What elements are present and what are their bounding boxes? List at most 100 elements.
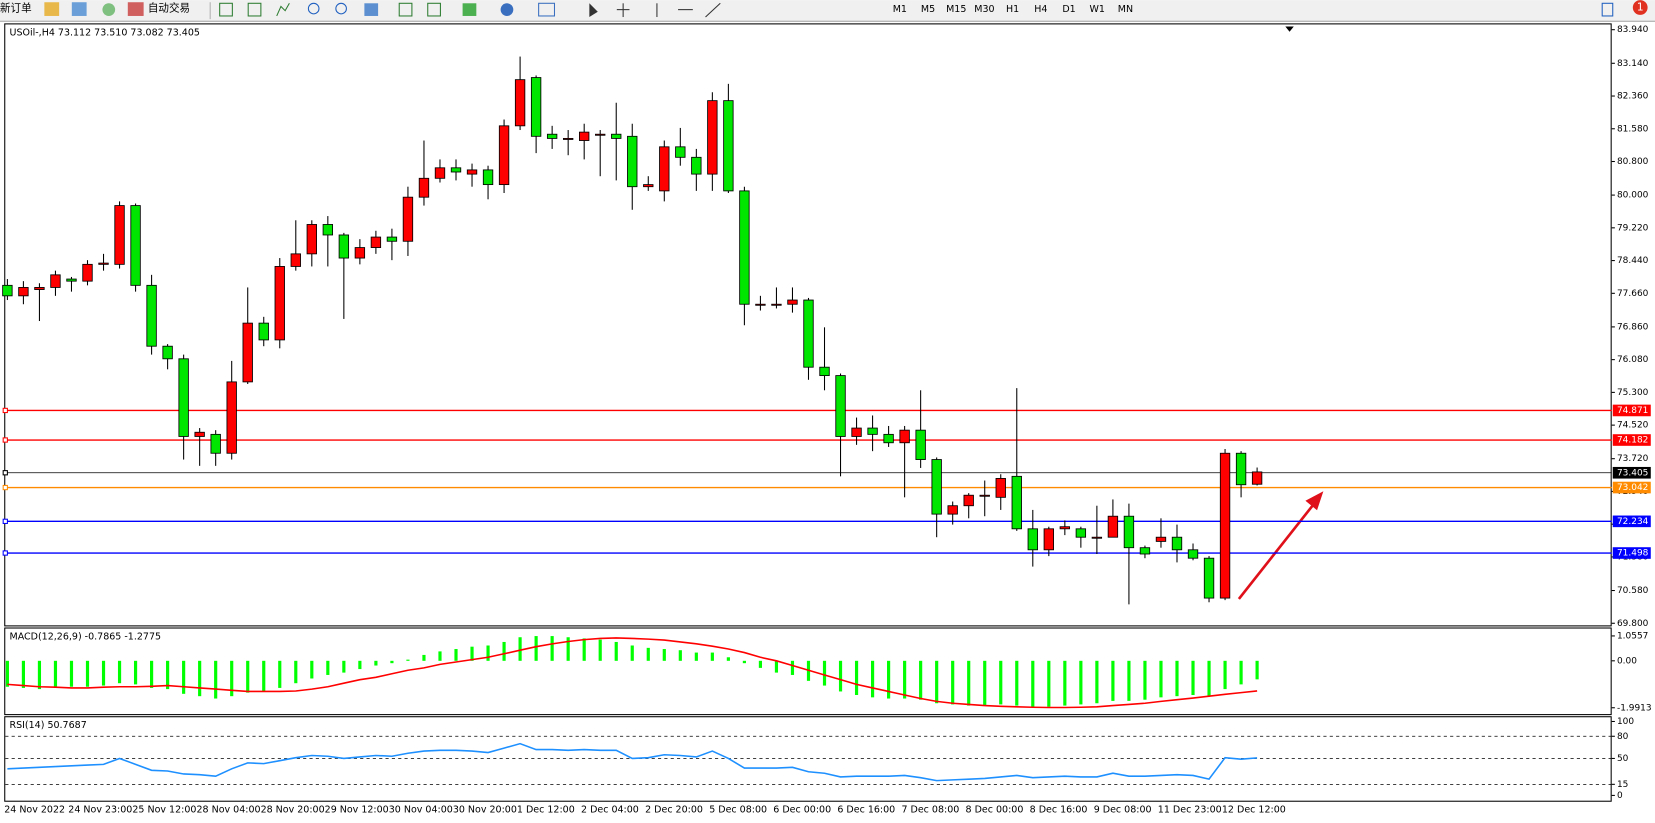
macd-bar [983, 660, 987, 706]
level-label-bg [1612, 481, 1651, 494]
candle-body [498, 125, 510, 186]
candle-body [2, 284, 13, 297]
timeframe-button[interactable]: M1 [893, 4, 907, 15]
macd-bar [294, 660, 298, 684]
candle-body [787, 299, 798, 305]
candle-body [162, 345, 173, 360]
candle-body [1187, 549, 1199, 559]
timeframe-button[interactable]: H4 [1034, 4, 1047, 15]
candle-body [34, 287, 45, 290]
macd-bar [117, 660, 122, 684]
x-tick-label: 7 Dec 08:00 [901, 805, 959, 816]
y-tick-label: 79.220 [1617, 223, 1649, 233]
candle-body [1059, 526, 1071, 530]
macd-bar [999, 660, 1003, 705]
candle-body [1123, 515, 1135, 549]
candle-body [1043, 528, 1054, 551]
icon[interactable] [500, 3, 514, 16]
timeframe-button[interactable]: H1 [1006, 4, 1019, 15]
candle-body [66, 278, 77, 282]
timeframe-button[interactable]: MN [1118, 4, 1133, 15]
macd-bar [406, 659, 410, 661]
y-tick-label: 76.080 [1617, 355, 1649, 365]
candle-body [50, 274, 61, 288]
icon[interactable] [219, 2, 233, 17]
macd-bar [790, 660, 795, 675]
candle-body [851, 427, 862, 437]
level-label: 72.234 [1617, 517, 1649, 527]
icon[interactable] [44, 2, 60, 16]
level-label-bg [1612, 466, 1651, 479]
timeframe-button[interactable]: M5 [921, 4, 935, 15]
icon[interactable] [276, 3, 290, 17]
y-tick-label: 73.720 [1617, 454, 1649, 464]
timeframe-button[interactable]: D1 [1062, 4, 1075, 15]
x-tick-label: 28 Nov 04:00 [196, 805, 260, 816]
macd-bar [5, 660, 9, 687]
x-tick-label: 28 Nov 20:00 [261, 805, 325, 816]
candle-body [386, 236, 398, 242]
y-tick-label: 81.580 [1617, 124, 1649, 134]
y-tick-label: 75.300 [1617, 388, 1649, 398]
icon[interactable] [427, 2, 441, 17]
notification-badge[interactable] [1632, 0, 1648, 15]
x-tick-label: 25 Nov 12:00 [132, 805, 196, 816]
y-tick-label: 15 [1617, 780, 1628, 790]
candle-body [963, 494, 974, 507]
icon[interactable] [247, 2, 262, 17]
zoom-in-icon[interactable] [307, 2, 320, 15]
timeframe-button[interactable]: M30 [974, 4, 994, 15]
macd-bar [951, 660, 955, 705]
x-tick-label: 1 Dec 12:00 [517, 805, 575, 816]
macd-bar [438, 651, 442, 661]
macd-bar [838, 660, 843, 692]
candle-body [1155, 536, 1167, 542]
icon[interactable] [71, 2, 87, 16]
level-label-bg [1612, 547, 1651, 559]
icon[interactable] [398, 2, 413, 17]
level-label: 74.871 [1617, 406, 1648, 416]
macd-bar [598, 639, 602, 661]
candle-body [1251, 471, 1263, 485]
icon[interactable] [538, 2, 556, 17]
level-label-bg [1612, 515, 1651, 528]
macd-bar [662, 649, 666, 661]
candle-body [755, 303, 766, 306]
macd-bar [534, 636, 538, 661]
candle-body [675, 146, 686, 158]
auto-trading-button[interactable]: 自动交易 [148, 2, 190, 15]
y-tick-label: 80.800 [1617, 157, 1649, 167]
candle-body [579, 131, 590, 141]
icon[interactable] [364, 3, 379, 16]
new-order-button[interactable]: 新订单 [0, 2, 32, 15]
x-tick-label: 30 Nov 20:00 [453, 805, 517, 816]
candle-body [338, 234, 350, 259]
search-icon[interactable] [1601, 2, 1614, 17]
zoom-out-icon[interactable] [335, 2, 347, 15]
y-tick-label: 74.520 [1617, 421, 1649, 431]
macd-bar [358, 660, 362, 670]
icon[interactable] [462, 3, 477, 16]
y-tick-label: 76.860 [1617, 322, 1649, 332]
candle-body [114, 205, 125, 265]
y-tick-label: 70.580 [1617, 586, 1649, 596]
candle-body [627, 135, 638, 188]
y-tick-label: 83.940 [1617, 25, 1649, 35]
macd-bar [822, 660, 827, 686]
auto-trading-icon[interactable] [127, 2, 144, 16]
macd-bar [246, 660, 250, 693]
candle-body [1027, 528, 1038, 551]
macd-bar [967, 660, 971, 706]
timeframe-button[interactable]: M15 [946, 4, 966, 15]
annotation-arrow [1237, 497, 1320, 600]
macd-bar [1143, 660, 1147, 700]
y-tick-label: 1.0557 [1617, 631, 1648, 641]
timeframe-button[interactable]: W1 [1090, 4, 1105, 15]
icon[interactable] [102, 3, 116, 16]
cursor-icon[interactable] [589, 3, 598, 18]
trendline-icon[interactable] [705, 2, 721, 18]
macd-bar [774, 660, 779, 673]
